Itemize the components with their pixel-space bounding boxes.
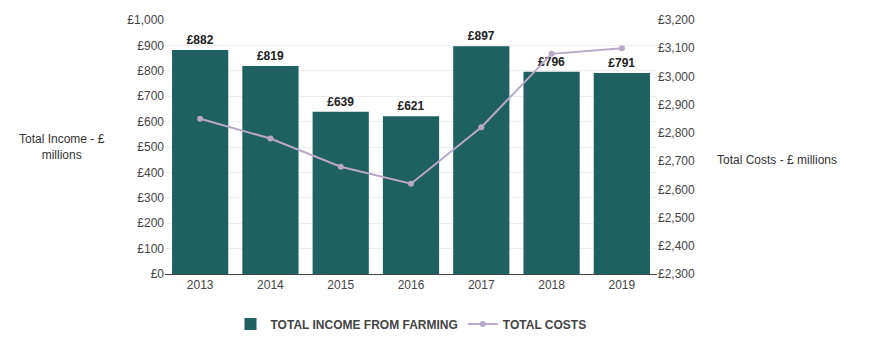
svg-text:Total Costs - £ millions: Total Costs - £ millions [717,153,837,167]
svg-text:£3,100: £3,100 [658,41,695,55]
svg-text:£639: £639 [327,95,354,109]
svg-text:£400: £400 [137,166,164,180]
svg-text:£700: £700 [137,89,164,103]
svg-text:TOTAL INCOME FROM FARMING: TOTAL INCOME FROM FARMING [271,318,458,332]
svg-text:2013: 2013 [187,278,214,292]
svg-text:TOTAL COSTS: TOTAL COSTS [503,318,586,332]
svg-text:2019: 2019 [609,278,636,292]
svg-text:£2,700: £2,700 [658,154,695,168]
svg-text:2017: 2017 [468,278,495,292]
svg-text:£2,300: £2,300 [658,267,695,281]
svg-text:£819: £819 [257,49,284,63]
svg-text:£0: £0 [151,267,165,281]
svg-text:£2,600: £2,600 [658,183,695,197]
svg-text:£800: £800 [137,64,164,78]
svg-text:2018: 2018 [538,278,565,292]
svg-text:£600: £600 [137,115,164,129]
svg-text:£300: £300 [137,191,164,205]
svg-text:£900: £900 [137,39,164,53]
svg-text:£796: £796 [538,55,565,69]
svg-text:£3,000: £3,000 [658,70,695,84]
svg-text:2014: 2014 [257,278,284,292]
svg-text:£621: £621 [397,99,424,113]
svg-text:£2,900: £2,900 [658,98,695,112]
svg-text:£3,200: £3,200 [658,13,695,27]
svg-text:£200: £200 [137,216,164,230]
svg-text:£882: £882 [187,33,214,47]
svg-text:2015: 2015 [327,278,354,292]
svg-text:£897: £897 [468,29,495,43]
svg-text:£2,400: £2,400 [658,239,695,253]
svg-text:£100: £100 [137,242,164,256]
svg-text:£791: £791 [608,56,635,70]
svg-text:2016: 2016 [398,278,425,292]
svg-text:£1,000: £1,000 [127,13,164,27]
svg-text:£500: £500 [137,140,164,154]
svg-text:Total Income - £millions: Total Income - £millions [19,132,105,162]
svg-text:£2,800: £2,800 [658,126,695,140]
svg-text:£2,500: £2,500 [658,211,695,225]
